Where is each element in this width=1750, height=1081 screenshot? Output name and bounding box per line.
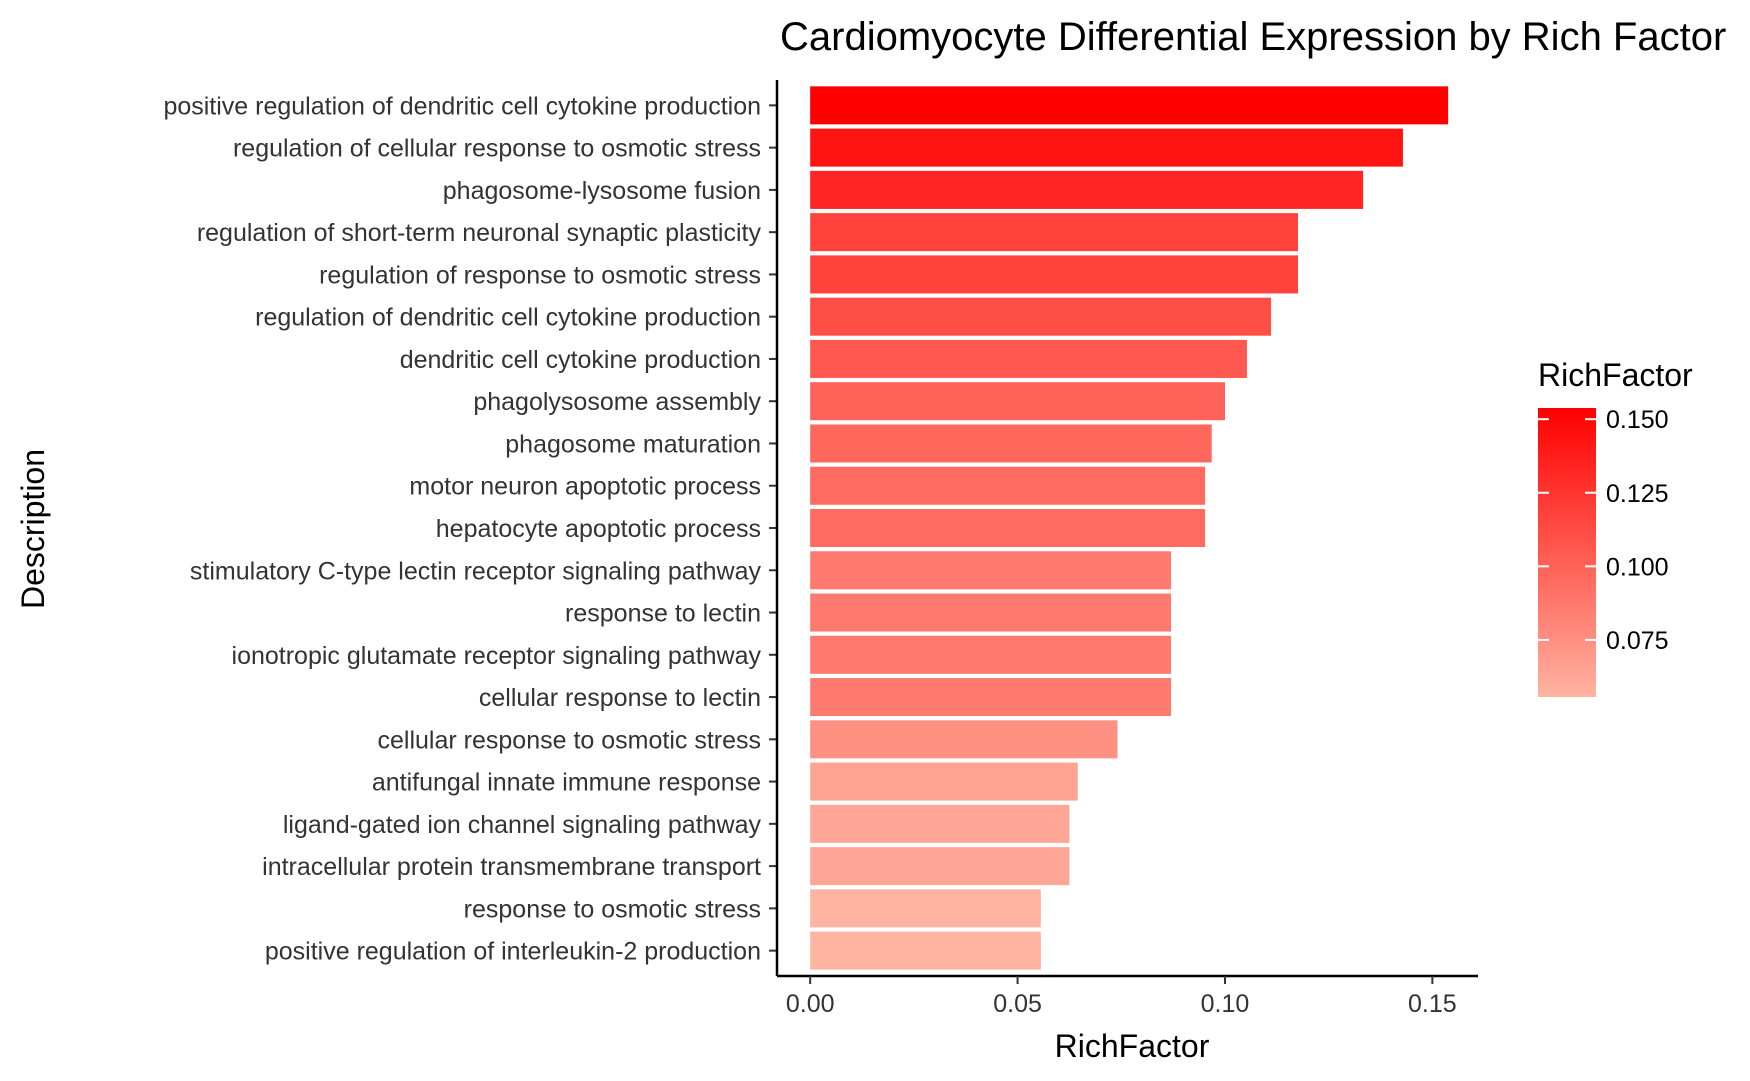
- category-label: intracellular protein transmembrane tran…: [262, 853, 761, 881]
- category-label: regulation of short-term neuronal synapt…: [197, 219, 762, 247]
- legend-tick-label: 0.150: [1606, 406, 1669, 434]
- category-label: antifungal innate immune response: [372, 769, 761, 797]
- bar: [810, 255, 1298, 294]
- bar: [810, 508, 1206, 548]
- legend: RichFactor 0.075 0.100 0.125 0.150: [1538, 357, 1693, 697]
- bar: [810, 466, 1206, 505]
- bar: [810, 720, 1118, 759]
- bar: [810, 889, 1041, 928]
- bar: [810, 170, 1364, 209]
- category-label: phagosome maturation: [505, 430, 761, 458]
- chart-title: Cardiomyocyte Differential Expression by…: [780, 15, 1726, 59]
- category-label: motor neuron apoptotic process: [409, 473, 761, 501]
- legend-tick-label: 0.125: [1606, 480, 1669, 508]
- bar: [810, 128, 1403, 167]
- category-label: positive regulation of interleukin-2 pro…: [265, 938, 761, 966]
- category-labels: positive regulation of dendritic cell cy…: [163, 92, 761, 965]
- category-label: response to osmotic stress: [464, 895, 761, 923]
- category-label: cellular response to lectin: [479, 684, 761, 712]
- x-tick-label: 0.00: [786, 990, 835, 1018]
- category-label: positive regulation of dendritic cell cy…: [163, 92, 761, 120]
- legend-tick-label: 0.075: [1606, 627, 1669, 655]
- category-label: ionotropic glutamate receptor signaling …: [232, 642, 762, 670]
- bar: [810, 635, 1172, 674]
- category-label: regulation of dendritic cell cytokine pr…: [255, 304, 761, 332]
- bar: [810, 297, 1272, 336]
- bar: [810, 424, 1212, 463]
- legend-tick-label: 0.100: [1606, 553, 1669, 581]
- x-tick-label: 0.05: [993, 990, 1042, 1018]
- legend-title: RichFactor: [1538, 357, 1693, 393]
- x-axis-title: RichFactor: [1055, 1028, 1210, 1064]
- y-axis-ticks: [769, 104, 777, 952]
- category-label: cellular response to osmotic stress: [378, 726, 761, 754]
- bar: [810, 339, 1247, 378]
- category-label: ligand-gated ion channel signaling pathw…: [283, 811, 762, 839]
- bars-group: [810, 86, 1449, 970]
- category-label: hepatocyte apoptotic process: [436, 515, 761, 543]
- y-axis-title: Description: [15, 449, 51, 609]
- category-label: phagosome-lysosome fusion: [443, 177, 761, 205]
- x-axis-ticks: 0.00 0.05 0.10 0.15: [786, 976, 1457, 1018]
- bar: [810, 804, 1070, 843]
- bar: [810, 593, 1172, 632]
- category-label: stimulatory C-type lectin receptor signa…: [190, 557, 762, 585]
- bar: [810, 931, 1041, 970]
- category-label: dendritic cell cytokine production: [400, 346, 761, 374]
- legend-color-bar: [1538, 408, 1596, 697]
- bar: [810, 551, 1172, 590]
- bar: [810, 86, 1449, 125]
- bar: [810, 382, 1225, 421]
- bar: [810, 213, 1298, 252]
- category-label: regulation of cellular response to osmot…: [233, 135, 761, 163]
- bar: [810, 678, 1172, 717]
- category-label: response to lectin: [565, 600, 761, 628]
- x-tick-label: 0.15: [1408, 990, 1457, 1018]
- category-label: phagolysosome assembly: [473, 388, 761, 416]
- x-tick-label: 0.10: [1201, 990, 1250, 1018]
- bar: [810, 847, 1070, 886]
- bar: [810, 762, 1078, 801]
- category-label: regulation of response to osmotic stress: [319, 261, 761, 289]
- legend-ticks: 0.075 0.100 0.125 0.150: [1538, 406, 1669, 655]
